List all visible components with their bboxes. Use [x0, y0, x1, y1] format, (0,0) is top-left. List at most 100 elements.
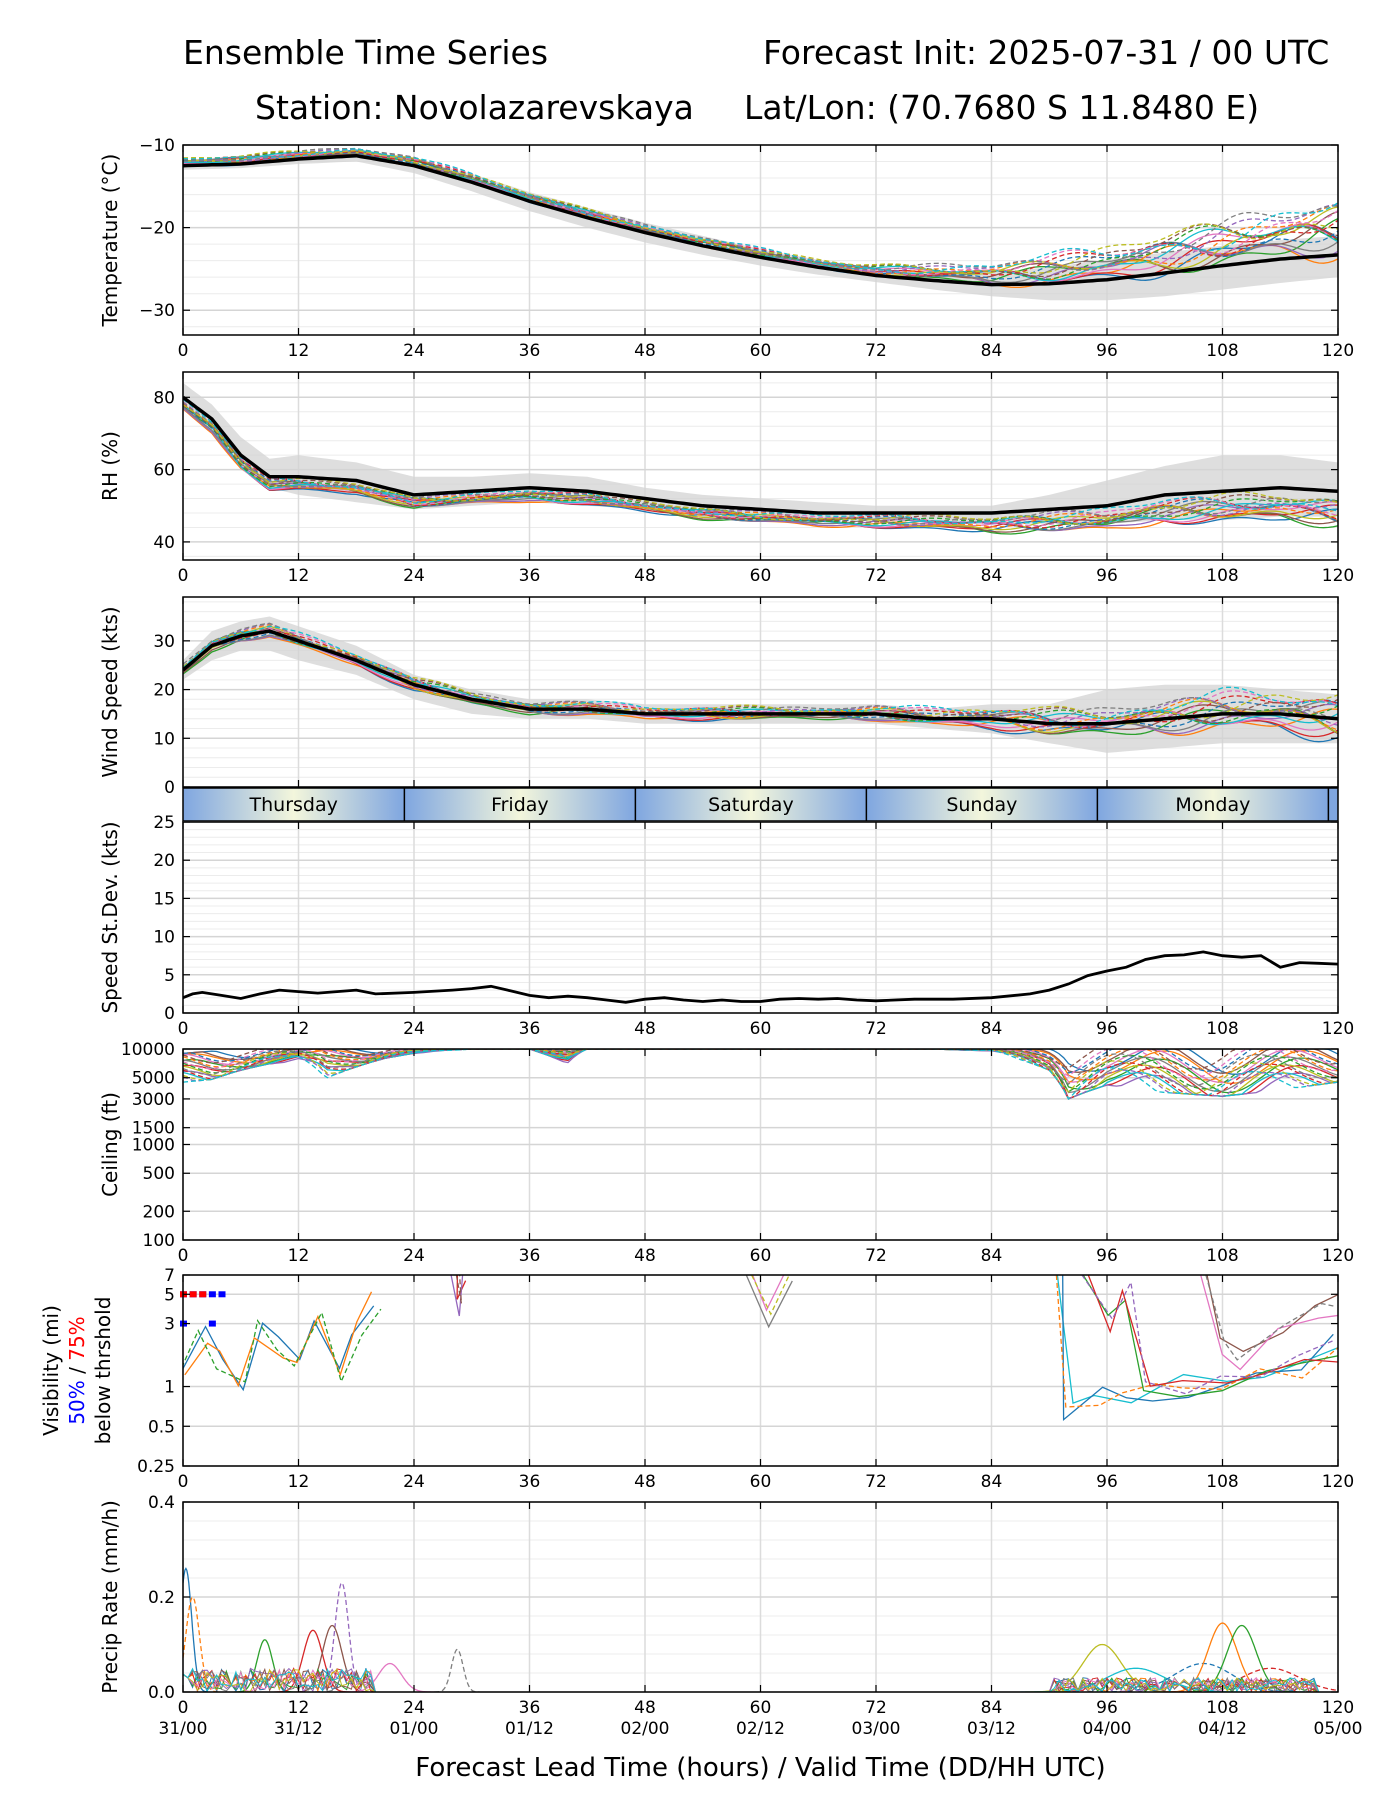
- y-tick-label: 80: [153, 388, 175, 408]
- day-label-friday: Friday: [491, 794, 549, 816]
- threshold-marker: [208, 1291, 216, 1298]
- ceiling-member-line: [183, 1049, 1338, 1093]
- x-tick-label: 12: [288, 1472, 310, 1492]
- y-axis-label: Temperature (°C): [98, 154, 122, 328]
- y-tick-label: 20: [153, 851, 175, 871]
- x-tick-label: 108: [1206, 1019, 1238, 1039]
- y-tick-label: 10: [153, 729, 175, 749]
- x-tick-label: 60: [750, 1019, 772, 1039]
- visibility-member-line: [183, 1305, 375, 1392]
- precip-member-line: [274, 1629, 352, 1692]
- x-tick-label: 48: [634, 1019, 656, 1039]
- precip-noise-line: [183, 1667, 1338, 1692]
- ensemble-member-line: [183, 400, 1338, 527]
- panel-plot-area: [183, 616, 1338, 753]
- visibility-member-line: [1206, 1275, 1338, 1353]
- y-tick-label: 200: [143, 1202, 175, 1222]
- day-label-sunday: Sunday: [946, 794, 1017, 816]
- y-tick-label: 0.25: [137, 1457, 175, 1477]
- x-tick-label: 60: [750, 341, 772, 361]
- y-axis-label: RH (%): [98, 431, 122, 501]
- header-left-title: Ensemble Time Series: [183, 33, 549, 72]
- threshold-marker: [218, 1291, 226, 1298]
- day-band-frame: [182, 787, 1339, 822]
- ensemble-member-line: [183, 398, 1338, 525]
- x-tick-label: 120: [1322, 1472, 1354, 1492]
- x-tick-label: 0: [178, 1472, 189, 1492]
- x-tick-label: 12: [288, 341, 310, 361]
- visibility-label-line2: 50% / 75%: [65, 1316, 89, 1424]
- y-tick-label: 25: [153, 813, 175, 833]
- panel-3: 0 10 20 30 Wind Speed (kts): [98, 596, 1339, 798]
- header-latlon: Lat/Lon: (70.7680 S 11.8480 E): [744, 88, 1260, 127]
- precip-member-line: [343, 1662, 436, 1692]
- x-tick-label: 72: [865, 1472, 887, 1492]
- day-cell: [1328, 788, 1338, 821]
- stdev-line: [182, 950, 1339, 1004]
- y-tick-label: 0: [164, 1004, 175, 1024]
- x-tick-label: 72: [865, 1246, 887, 1266]
- day-cell: [866, 788, 1098, 821]
- x-tick-label: 72: [865, 1698, 887, 1718]
- ensemble-member-line: [183, 404, 1338, 525]
- day-label-thursday: Thursday: [249, 794, 338, 816]
- y-tick-label: 3000: [132, 1090, 175, 1110]
- x-tick-label: 72: [865, 566, 887, 586]
- y-tick-label: 0.4: [148, 1493, 175, 1513]
- x-tick-label: 84: [981, 1472, 1003, 1492]
- precip-noise-line: [183, 1667, 1338, 1692]
- visibility-member-line: [751, 1275, 790, 1316]
- x-tick-label: 0: [178, 566, 189, 586]
- header-station: Station: Novolazarevskaya: [255, 88, 694, 127]
- precip-noise-line: [183, 1668, 1338, 1692]
- ensemble-member-line: [183, 148, 1338, 275]
- y-tick-label: 5: [164, 966, 175, 986]
- panel-1: −30 −20 −10 0 12 24 36 48 60 72 84 96 108 120 Temperat…: [98, 136, 1354, 361]
- valid-time-tick-label: 01/00: [390, 1719, 439, 1739]
- x-tick-label: 24: [403, 1472, 425, 1492]
- ensemble-mean-line: [183, 395, 1338, 515]
- ensemble-member-line: [183, 405, 1338, 531]
- precip-member-line: [183, 1567, 208, 1692]
- panel-2: 40 60 80 0 12 24 36 48 60 72 84 96 108 120 RH (%): [98, 371, 1354, 586]
- x-tick-label: 24: [403, 1698, 425, 1718]
- visibility-member-line: [1081, 1275, 1333, 1395]
- y-tick-label: 1000: [132, 1136, 175, 1156]
- y-tick-label: 60: [153, 461, 175, 481]
- ensemble-member-line: [183, 147, 1338, 271]
- x-tick-label: 120: [1322, 1698, 1354, 1718]
- ensemble-member-line: [183, 630, 1338, 720]
- ceiling-member-line: [183, 1049, 1338, 1100]
- x-tick-label: 36: [519, 1246, 541, 1266]
- panel-plot-area: [183, 382, 1338, 535]
- x-tick-label: 0: [178, 1019, 189, 1039]
- x-tick-label: 108: [1206, 1698, 1238, 1718]
- precip-noise-line: [183, 1667, 1338, 1692]
- spread-band: [183, 150, 1338, 301]
- y-tick-label: 0.2: [148, 1588, 175, 1608]
- x-tick-label: 96: [1096, 341, 1118, 361]
- x-tick-label: 12: [288, 1246, 310, 1266]
- precip-noise-line: [183, 1668, 1338, 1692]
- x-tick-label: 60: [750, 1698, 772, 1718]
- x-tick-label: 36: [519, 1019, 541, 1039]
- x-tick-label: 60: [750, 1472, 772, 1492]
- day-cell: [404, 788, 636, 821]
- precip-noise-line: [183, 1668, 1338, 1692]
- visibility-member-line: [1082, 1275, 1338, 1398]
- precip-noise-line: [183, 1667, 1338, 1692]
- pct-75-label: 75%: [65, 1316, 89, 1360]
- ceiling-member-line: [183, 1049, 1338, 1087]
- x-tick-label: 72: [865, 1019, 887, 1039]
- valid-time-tick-label: 04/12: [1198, 1719, 1247, 1739]
- valid-time-tick-label: 02/12: [736, 1719, 785, 1739]
- y-tick-label: 40: [153, 533, 175, 553]
- pct-sep: /: [65, 1361, 89, 1380]
- ensemble-member-line: [183, 149, 1338, 276]
- x-tick-label: 84: [981, 1019, 1003, 1039]
- precip-member-line: [183, 1596, 219, 1692]
- x-tick-label: 24: [403, 1246, 425, 1266]
- x-tick-label: 84: [981, 1698, 1003, 1718]
- x-tick-label: 12: [288, 566, 310, 586]
- visibility-member-line: [455, 1275, 463, 1304]
